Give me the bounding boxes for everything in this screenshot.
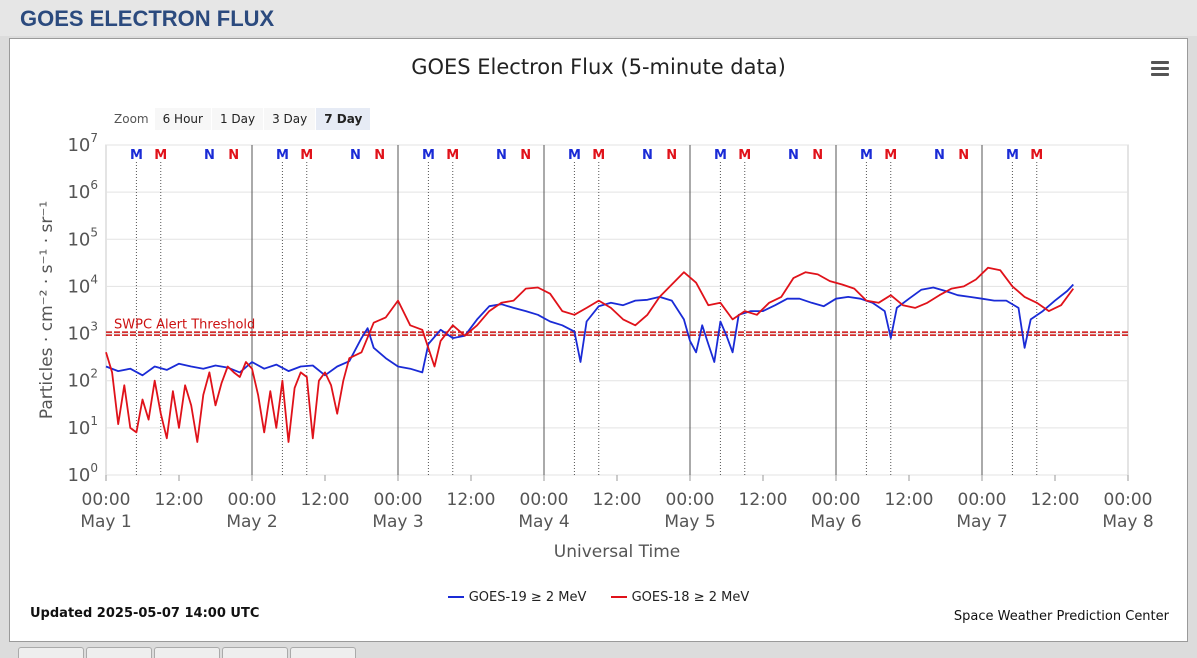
x-tick-label: 12:00 xyxy=(593,490,642,510)
x-tick-label: 00:00 xyxy=(228,490,277,510)
x-date-label: May 7 xyxy=(956,512,1007,532)
marker-label: M xyxy=(422,148,435,163)
chart-title: GOES Electron Flux (5-minute data) xyxy=(411,55,786,79)
x-tick-label: 00:00 xyxy=(1104,490,1153,510)
marker-label: N xyxy=(958,148,969,163)
marker-label: M xyxy=(1030,148,1043,163)
x-tick-label: 00:00 xyxy=(812,490,861,510)
x-date-label: May 8 xyxy=(1102,512,1153,532)
legend-label-goes18: GOES-18 ≥ 2 MeV xyxy=(631,589,750,605)
marker-label: M xyxy=(276,148,289,163)
hamburger-menu-icon[interactable] xyxy=(1151,61,1169,77)
marker-label: M xyxy=(592,148,605,163)
x-date-label: May 2 xyxy=(226,512,277,532)
marker-label: N xyxy=(228,148,239,163)
chart-panel: GOES Electron Flux (5-minute data) Zoom … xyxy=(9,38,1188,642)
zoom-6-hour-button[interactable]: 6 Hour xyxy=(154,108,211,130)
legend-item-goes19[interactable]: GOES-19 ≥ 2 MeV xyxy=(447,589,587,605)
marker-label: M xyxy=(860,148,873,163)
marker-label: N xyxy=(204,148,215,163)
marker-label: M xyxy=(714,148,727,163)
marker-label: N xyxy=(642,148,653,163)
x-date-label: May 3 xyxy=(372,512,423,532)
y-tick-label: 104 xyxy=(67,272,98,297)
marker-label: M xyxy=(154,148,167,163)
marker-label: N xyxy=(934,148,945,163)
x-tick-label: 12:00 xyxy=(739,490,788,510)
chart-legend: GOES-19 ≥ 2 MeV GOES-18 ≥ 2 MeV xyxy=(10,587,1187,605)
marker-label: M xyxy=(738,148,751,163)
legend-item-goes18[interactable]: GOES-18 ≥ 2 MeV xyxy=(610,589,750,605)
zoom-7-day-button[interactable]: 7 Day xyxy=(316,108,371,130)
threshold-label: SWPC Alert Threshold xyxy=(114,318,255,333)
series-line-goes19 xyxy=(105,283,1074,377)
page-title: GOES ELECTRON FLUX xyxy=(20,6,275,31)
marker-label: N xyxy=(666,148,677,163)
x-tick-label: 00:00 xyxy=(374,490,423,510)
x-date-label: May 6 xyxy=(810,512,861,532)
plot-frame xyxy=(105,144,1129,476)
marker-label: M xyxy=(130,148,143,163)
y-tick-label: 100 xyxy=(67,461,98,486)
marker-label: M xyxy=(300,148,313,163)
x-tick-label: 12:00 xyxy=(885,490,934,510)
y-tick-label: 103 xyxy=(67,320,98,345)
legend-label-goes19: GOES-19 ≥ 2 MeV xyxy=(468,589,587,605)
marker-label: M xyxy=(446,148,459,163)
legend-swatch-goes19 xyxy=(447,596,464,598)
zoom-1-day-button[interactable]: 1 Day xyxy=(211,108,264,130)
y-tick-label: 101 xyxy=(67,414,98,439)
zoom-label: Zoom xyxy=(114,112,149,126)
updated-timestamp: Updated 2025-05-07 14:00 UTC xyxy=(30,606,260,621)
marker-label: N xyxy=(350,148,361,163)
marker-label: N xyxy=(812,148,823,163)
y-axis-title: Particles · cm⁻² · s⁻¹ · sr⁻¹ xyxy=(37,201,57,419)
x-tick-label: 00:00 xyxy=(82,490,131,510)
x-tick-label: 12:00 xyxy=(155,490,204,510)
x-tick-label: 00:00 xyxy=(958,490,1007,510)
x-tick-label: 12:00 xyxy=(447,490,496,510)
credit-text: Space Weather Prediction Center xyxy=(953,609,1169,624)
x-date-label: May 4 xyxy=(518,512,569,532)
x-date-label: May 1 xyxy=(80,512,131,532)
x-date-label: May 5 xyxy=(664,512,715,532)
series-line-goes18 xyxy=(105,266,1075,443)
marker-label: N xyxy=(520,148,531,163)
x-tick-label: 12:00 xyxy=(1031,490,1080,510)
marker-label: M xyxy=(568,148,581,163)
y-tick-label: 106 xyxy=(67,178,98,203)
marker-label: M xyxy=(884,148,897,163)
page-header: GOES ELECTRON FLUX xyxy=(0,0,1197,36)
zoom-3-day-button[interactable]: 3 Day xyxy=(264,108,316,130)
y-tick-label: 105 xyxy=(67,225,98,250)
y-tick-label: 107 xyxy=(67,131,98,156)
marker-label: N xyxy=(374,148,385,163)
x-tick-label: 12:00 xyxy=(301,490,350,510)
y-tick-label: 102 xyxy=(67,367,98,392)
x-tick-label: 00:00 xyxy=(520,490,569,510)
zoom-controls: Zoom 6 Hour 1 Day 3 Day 7 Day xyxy=(114,107,371,131)
marker-label: N xyxy=(496,148,507,163)
x-axis-title: Universal Time xyxy=(554,542,680,562)
marker-label: N xyxy=(788,148,799,163)
marker-label: M xyxy=(1006,148,1019,163)
legend-swatch-goes18 xyxy=(610,596,627,598)
x-tick-label: 00:00 xyxy=(666,490,715,510)
